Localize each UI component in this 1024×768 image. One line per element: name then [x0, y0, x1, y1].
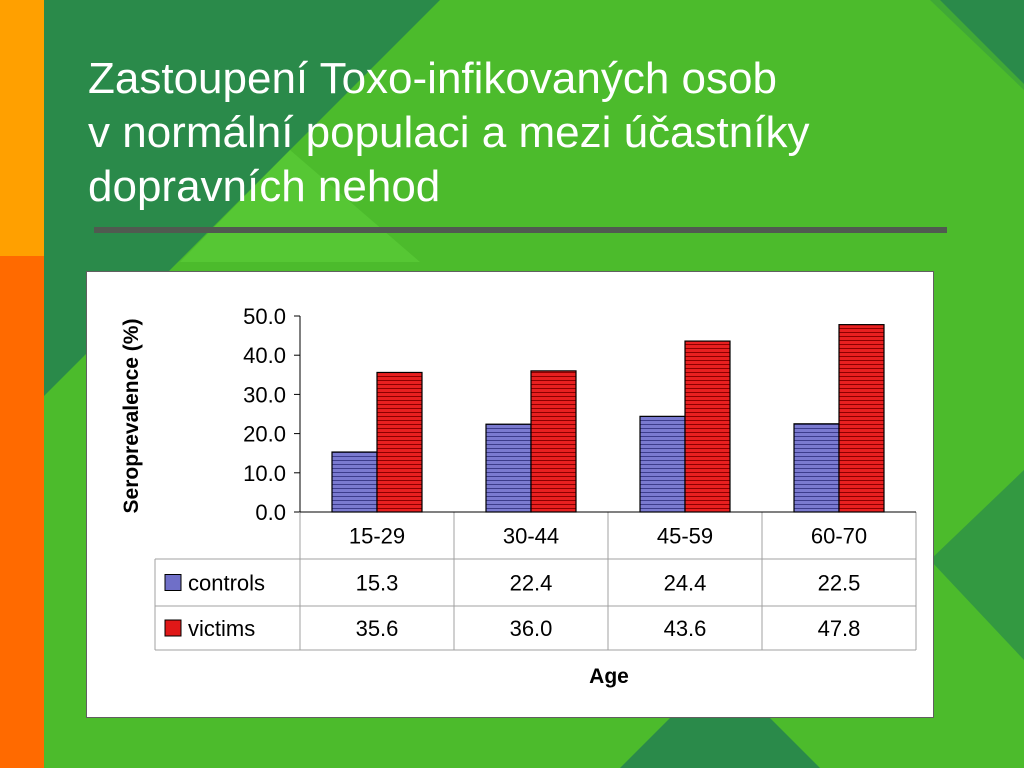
- y-tick-label: 20.0: [243, 422, 286, 447]
- legend-swatch-controls: [164, 574, 182, 591]
- slide-title: Zastoupení Toxo-infikovaných osob v norm…: [88, 52, 988, 214]
- legend-swatch-victims: [164, 619, 182, 637]
- y-tick-label: 30.0: [243, 382, 286, 407]
- bar-controls-60-70: [793, 423, 840, 513]
- data-label-victims: 47.8: [818, 616, 861, 641]
- title-line-1: Zastoupení Toxo-infikovaných osob: [88, 54, 777, 103]
- x-tick-label: 30-44: [503, 524, 559, 549]
- data-label-controls: 22.4: [510, 571, 553, 596]
- bar-victims-60-70: [838, 324, 885, 513]
- x-axis-title: Age: [589, 665, 629, 688]
- bar-victims-15-29: [376, 371, 423, 513]
- legend-label-victims: victims: [188, 616, 255, 641]
- title-line-3: dopravních nehod: [88, 162, 441, 211]
- chart-panel: 0.0 10.0 20.0 30.0 40.0 50.0 Seroprevalence (%…: [86, 271, 934, 718]
- bar-controls-15-29: [331, 451, 378, 513]
- data-label-controls: 24.4: [664, 571, 707, 596]
- data-label-victims: 43.6: [664, 616, 707, 641]
- bar-chart: 0.0 10.0 20.0 30.0 40.0 50.0 Seroprevalence (%…: [120, 304, 917, 688]
- y-tick-label: 0.0: [255, 500, 286, 525]
- data-label-controls: 22.5: [818, 571, 861, 596]
- title-line-2: v normální populaci a mezi účastníky: [88, 108, 810, 157]
- data-label-victims: 35.6: [356, 616, 399, 641]
- x-tick-label: 15-29: [349, 524, 405, 549]
- bar-victims-45-59: [684, 340, 731, 513]
- data-label-victims: 36.0: [510, 616, 553, 641]
- x-tick-label: 45-59: [657, 524, 713, 549]
- legend-label-controls: controls: [188, 571, 265, 596]
- x-tick-label: 60-70: [811, 524, 867, 549]
- y-tick-label: 10.0: [243, 461, 286, 486]
- y-tick-label: 50.0: [243, 304, 286, 329]
- y-tick-label: 40.0: [243, 343, 286, 368]
- bar-controls-45-59: [639, 415, 686, 513]
- data-label-controls: 15.3: [356, 571, 399, 596]
- bar-controls-30-44: [485, 423, 532, 513]
- y-axis-title: Seroprevalence (%): [120, 319, 143, 514]
- title-divider: [94, 227, 947, 233]
- bar-victims-30-44: [530, 370, 577, 513]
